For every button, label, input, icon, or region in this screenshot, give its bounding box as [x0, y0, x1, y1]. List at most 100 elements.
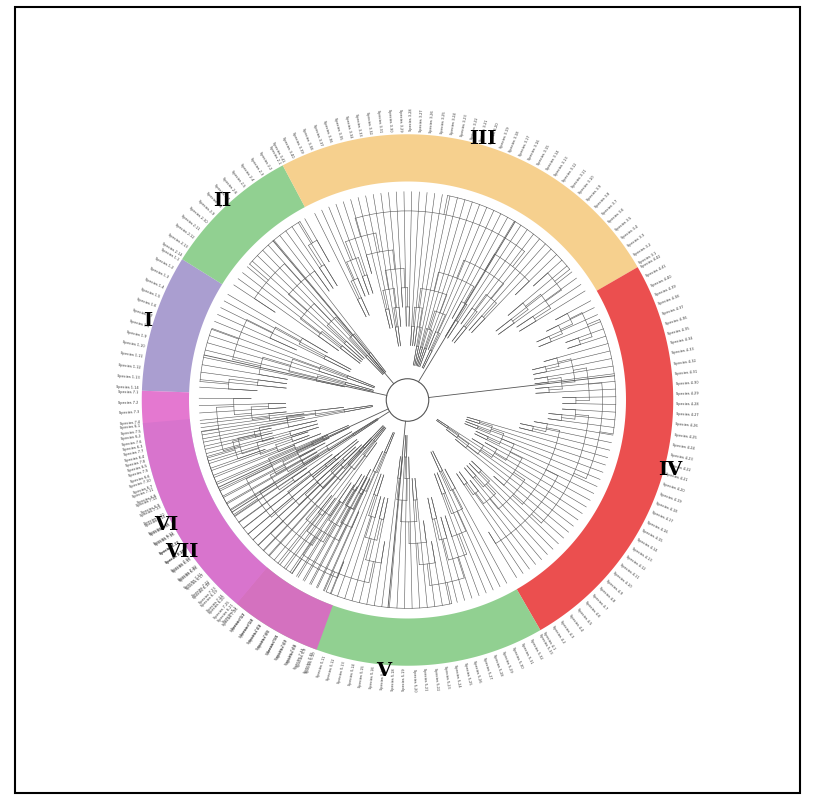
Text: Species 1.5: Species 1.5: [140, 287, 161, 298]
Text: Species 5.19: Species 5.19: [402, 669, 406, 691]
Text: Species 6.2: Species 6.2: [121, 434, 142, 441]
Text: Species 1.2: Species 1.2: [154, 257, 174, 270]
Text: Species 7.20: Species 7.20: [177, 565, 197, 582]
Text: Species 3.2: Species 3.2: [632, 242, 652, 257]
Text: Species 7.11: Species 7.11: [132, 487, 155, 498]
Text: Species 5.32: Species 5.32: [529, 638, 543, 660]
Text: Species 6.1: Species 6.1: [120, 424, 140, 430]
Text: Species 6.3: Species 6.3: [122, 444, 143, 452]
Text: Species 4.22: Species 4.22: [667, 462, 691, 472]
Text: Species 3.20: Species 3.20: [490, 122, 500, 146]
Text: Species 5.29: Species 5.29: [501, 650, 513, 673]
Text: Species 7.2: Species 7.2: [118, 401, 139, 405]
Text: Species 4.34: Species 4.34: [670, 337, 693, 346]
Text: Species 4.30: Species 4.30: [676, 381, 698, 386]
Text: Species 3.16: Species 3.16: [527, 139, 541, 162]
Text: Species 2.9: Species 2.9: [197, 199, 214, 216]
Text: Species 5.12: Species 5.12: [326, 658, 337, 681]
Text: Species 3.34: Species 3.34: [344, 115, 352, 138]
Text: Species 6.8: Species 6.8: [137, 494, 157, 505]
Text: Species 1.9: Species 1.9: [126, 330, 147, 338]
Text: Species 2.10: Species 2.10: [187, 206, 207, 224]
Text: Species 4.36: Species 4.36: [664, 315, 687, 326]
Text: Species 6.21: Species 6.21: [217, 603, 235, 623]
Text: Species 4.12: Species 4.12: [625, 555, 645, 571]
Text: Species 4.39: Species 4.39: [654, 284, 676, 297]
Text: Species 1.12: Species 1.12: [118, 362, 141, 370]
Text: Species 4.6: Species 4.6: [584, 600, 600, 618]
Text: Species 4.19: Species 4.19: [659, 492, 681, 503]
Text: Species 7.12: Species 7.12: [135, 497, 158, 509]
Text: Species 3.39: Species 3.39: [291, 131, 304, 154]
Text: Species 4.10: Species 4.10: [612, 571, 632, 589]
Polygon shape: [236, 567, 540, 666]
Text: Species 5.4: Species 5.4: [249, 624, 262, 643]
Text: Species 7.34: Species 7.34: [293, 647, 306, 670]
Text: Species 4.17: Species 4.17: [650, 510, 673, 524]
Text: Species 6.7: Species 6.7: [133, 484, 154, 494]
Text: Species 3.28: Species 3.28: [409, 109, 413, 131]
Text: Species 3.37: Species 3.37: [311, 123, 323, 146]
Text: Species 3.8: Species 3.8: [593, 192, 610, 209]
Text: Species 3.15: Species 3.15: [536, 144, 551, 166]
Text: Species 4.23: Species 4.23: [670, 453, 693, 462]
Text: Species 2.14: Species 2.14: [161, 242, 182, 258]
Text: Species 4.38: Species 4.38: [658, 294, 681, 306]
Text: Species 5.2: Species 5.2: [231, 613, 246, 631]
Text: Species 7.24: Species 7.24: [205, 594, 224, 613]
Text: Species 5.13: Species 5.13: [337, 661, 346, 683]
Text: Species 7.31: Species 7.31: [265, 634, 280, 656]
Text: Species 3.5: Species 3.5: [615, 216, 632, 232]
Text: Species 5.17: Species 5.17: [380, 667, 386, 690]
Text: Species 5.8: Species 5.8: [286, 644, 298, 664]
Text: Species 2.3: Species 2.3: [249, 156, 263, 176]
Text: V: V: [377, 662, 391, 680]
Polygon shape: [283, 134, 637, 290]
Text: Species 3.25: Species 3.25: [439, 110, 447, 134]
Text: Species 5.5: Species 5.5: [258, 630, 271, 649]
Text: Species 7.35: Species 7.35: [304, 651, 315, 674]
Text: Species 3.12: Species 3.12: [562, 162, 579, 182]
Text: Species 2.2: Species 2.2: [258, 150, 272, 170]
Text: Species 4.26: Species 4.26: [675, 422, 698, 429]
Text: Species 4.7: Species 4.7: [591, 594, 608, 611]
Text: Species 3.4: Species 3.4: [621, 224, 640, 240]
Text: Species 4.29: Species 4.29: [676, 391, 698, 396]
Text: Species 5.7: Species 5.7: [276, 639, 289, 659]
Text: Species 4.21: Species 4.21: [665, 473, 688, 482]
Text: Species 7.25: Species 7.25: [214, 600, 231, 620]
Text: Species 2.12: Species 2.12: [174, 223, 194, 240]
Text: Species 3.11: Species 3.11: [570, 169, 588, 189]
Text: Species 2.4: Species 2.4: [240, 162, 254, 182]
Text: Species 4.9: Species 4.9: [606, 578, 623, 595]
Text: Species 5.16: Species 5.16: [369, 666, 376, 690]
Text: Species 1.1: Species 1.1: [160, 247, 179, 262]
Text: Species 4.28: Species 4.28: [676, 402, 698, 406]
Text: Species 3.9: Species 3.9: [586, 184, 603, 202]
Text: Species 4.5: Species 4.5: [575, 607, 592, 626]
Text: Species 1.13: Species 1.13: [117, 374, 140, 380]
Text: Species 5.23: Species 5.23: [443, 666, 450, 689]
Text: Species 3.7: Species 3.7: [601, 199, 619, 216]
Text: Species 5.20: Species 5.20: [412, 669, 417, 691]
Text: Species 5.9: Species 5.9: [296, 648, 307, 668]
Text: Species 3.29: Species 3.29: [399, 109, 403, 131]
Text: Species 4.14: Species 4.14: [636, 538, 658, 553]
Text: Species 7.9: Species 7.9: [128, 469, 149, 478]
Text: IV: IV: [658, 462, 682, 479]
Text: Species 4.24: Species 4.24: [672, 442, 695, 450]
Text: Species 3.3: Species 3.3: [627, 233, 645, 248]
Text: Species 4.18: Species 4.18: [654, 502, 677, 514]
Text: Species 6.14: Species 6.14: [165, 549, 186, 565]
Text: Species 7.14: Species 7.14: [144, 514, 166, 528]
Text: Species 6.15: Species 6.15: [171, 558, 192, 574]
Text: Species 3.14: Species 3.14: [545, 150, 560, 171]
Text: Species 4.15: Species 4.15: [641, 529, 663, 543]
Text: Species 1.14: Species 1.14: [117, 386, 139, 390]
Text: Species 6.4: Species 6.4: [125, 454, 145, 462]
Text: Species 1.6: Species 1.6: [136, 298, 156, 309]
Text: Species 4.2: Species 4.2: [551, 625, 566, 645]
Text: Species 6.20: Species 6.20: [209, 596, 227, 615]
Text: Species 1.8: Species 1.8: [129, 319, 150, 328]
Text: Species 1.7: Species 1.7: [132, 308, 152, 318]
